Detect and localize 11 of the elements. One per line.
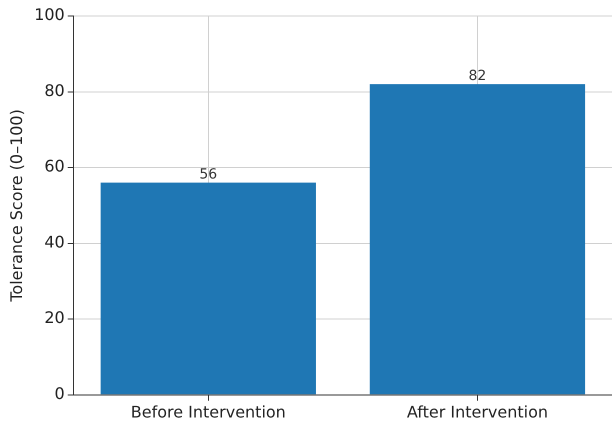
y-tick-label: 40 <box>44 232 65 252</box>
x-tick-label: After Intervention <box>406 402 548 422</box>
data-label: 56 <box>199 166 218 182</box>
x-tick-label: Before Intervention <box>130 402 286 422</box>
y-tick-label: 20 <box>44 308 65 328</box>
y-tick-label: 80 <box>44 80 65 100</box>
y-tick-label: 60 <box>44 156 65 176</box>
y-tick-label: 0 <box>54 384 65 403</box>
y-axis-title: Tolerance Score (0–100) <box>6 109 26 303</box>
y-tick-label: 100 <box>34 5 65 24</box>
data-label: 82 <box>468 68 486 84</box>
